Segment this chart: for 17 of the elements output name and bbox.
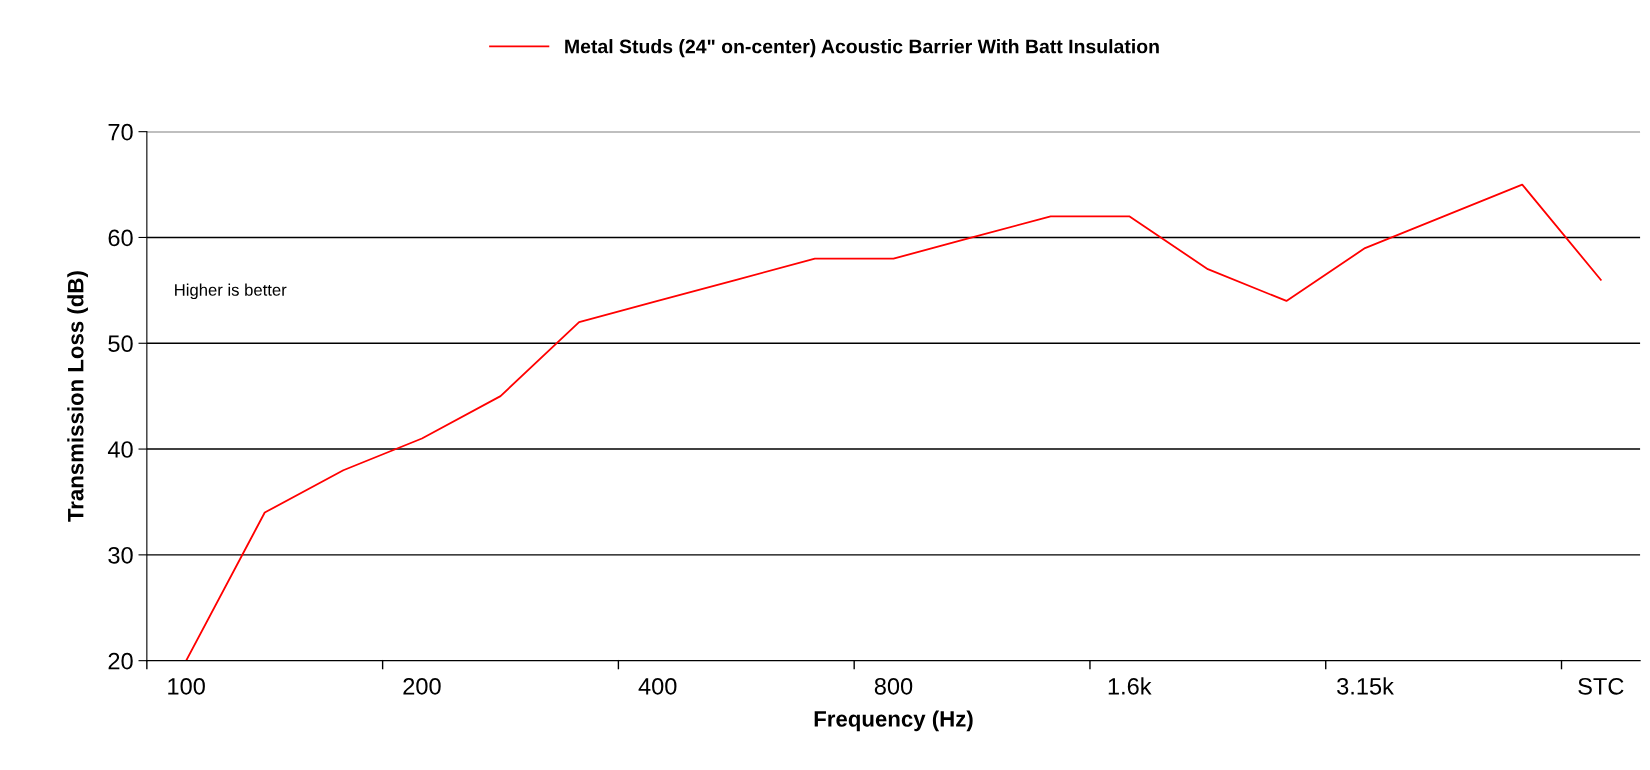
x-tick-label: 800 [874,677,913,695]
x-axis-title: Frequency (Hz) [814,710,973,732]
y-tick-label: 50 [108,335,133,353]
x-tick-label: 1.6k [1108,677,1152,695]
y-tick-label: 70 [108,123,133,141]
x-tick-label: 3.15k [1337,677,1394,695]
x-tick-label: 100 [168,677,205,695]
y-tick-label: 40 [107,441,133,458]
y-axis-title: Transmission Loss (dB) [67,271,88,522]
x-tick-label: 200 [403,677,441,695]
y-tick-label: 30 [108,546,133,564]
x-tick-label: 400 [638,677,677,695]
y-tick-label: 60 [108,229,133,247]
x-tick-label: STC [1578,677,1624,695]
y-tick-label: 20 [108,652,133,670]
legend-label: Metal Studs (24" on-center) Acoustic Barrier With Batt Insulation [565,39,1159,58]
annotation: Higher is better [175,283,287,300]
